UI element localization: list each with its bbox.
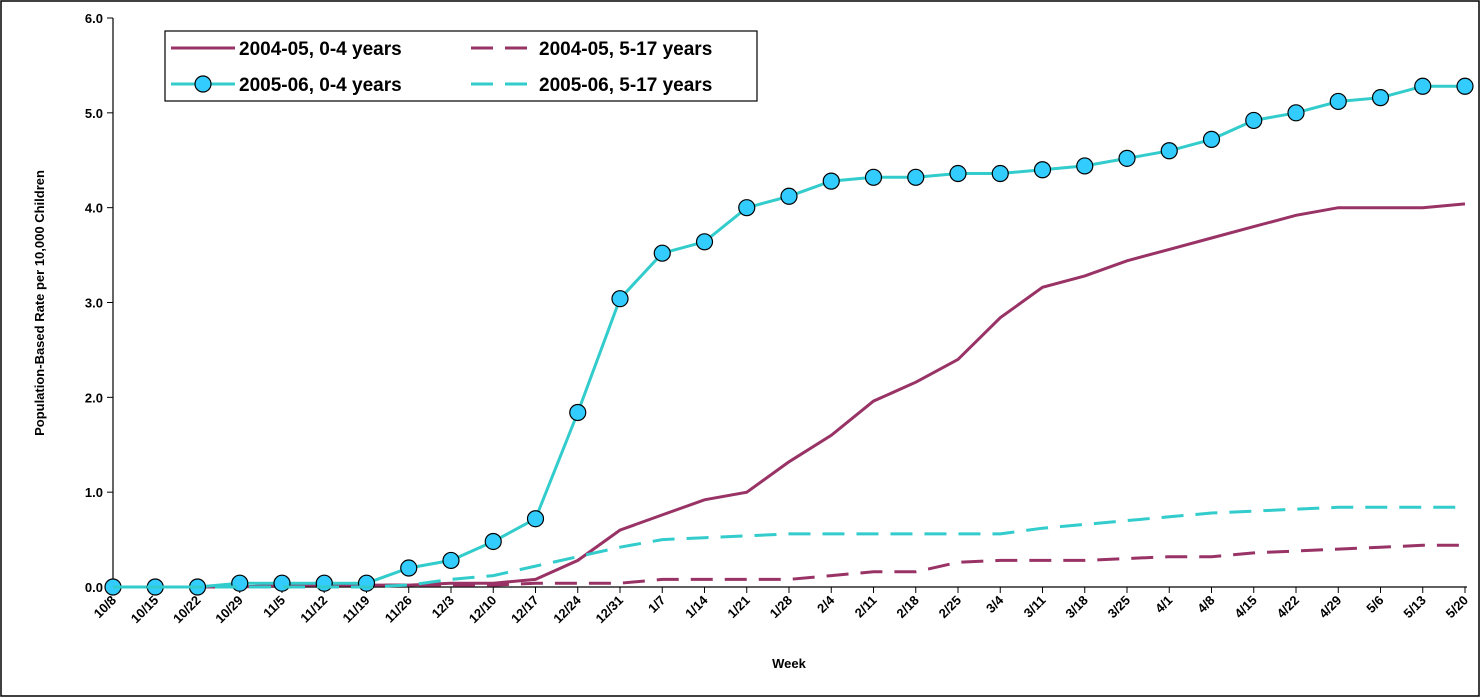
legend-box — [164, 30, 758, 102]
data-point — [442, 551, 460, 570]
data-point — [780, 187, 798, 205]
legend-label: 2004-05, 5-17 years — [539, 39, 712, 60]
data-point — [1076, 157, 1094, 175]
y-tick-label: 2.0 — [85, 390, 103, 405]
y-tick-label: 4.0 — [85, 201, 103, 216]
y-tick-label: 1.0 — [85, 485, 103, 500]
data-point — [949, 164, 967, 183]
data-point — [822, 172, 840, 190]
data-point — [1160, 142, 1178, 160]
data-point — [315, 574, 333, 592]
data-point — [1118, 149, 1136, 167]
data-point — [526, 510, 545, 528]
data-point — [991, 164, 1009, 183]
data-point — [611, 290, 629, 308]
data-point — [1329, 92, 1347, 111]
data-point — [1287, 104, 1305, 122]
y-tick-label: 6.0 — [85, 11, 103, 26]
legend-label: 2005-06, 0-4 years — [239, 75, 402, 96]
data-point — [1371, 89, 1390, 107]
data-point — [738, 199, 756, 217]
data-point — [1202, 130, 1221, 148]
data-point — [400, 559, 418, 577]
data-point — [569, 403, 587, 422]
legend-label: 2005-06, 5-17 years — [539, 75, 712, 96]
y-tick-label: 5.0 — [85, 106, 103, 121]
data-point — [695, 233, 714, 251]
y-axis-title: Population-Based Rate per 10,000 Childre… — [32, 170, 47, 436]
data-point — [653, 244, 671, 262]
data-point — [1414, 77, 1432, 95]
legend-label: 2004-05, 0-4 years — [239, 39, 402, 60]
data-point — [273, 574, 291, 592]
y-tick-label: 3.0 — [85, 296, 103, 311]
data-point — [864, 168, 883, 186]
data-point — [484, 532, 502, 551]
x-axis-title: Week — [772, 656, 806, 671]
data-point — [231, 574, 249, 592]
legend-marker — [194, 75, 212, 93]
series-line — [113, 505, 1465, 589]
data-point — [1456, 77, 1474, 95]
data-point — [907, 168, 925, 186]
data-point — [1033, 161, 1052, 179]
data-point — [1245, 111, 1263, 130]
data-point — [357, 574, 376, 592]
y-tick-label: 0.0 — [85, 580, 103, 595]
series-line — [113, 543, 1465, 589]
